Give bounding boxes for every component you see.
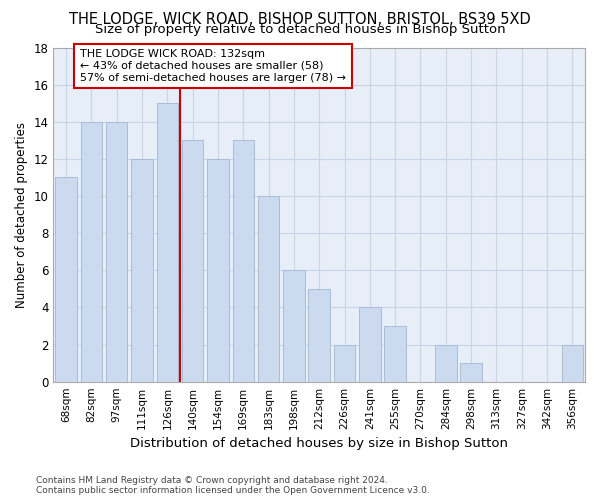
X-axis label: Distribution of detached houses by size in Bishop Sutton: Distribution of detached houses by size … — [130, 437, 508, 450]
Text: THE LODGE, WICK ROAD, BISHOP SUTTON, BRISTOL, BS39 5XD: THE LODGE, WICK ROAD, BISHOP SUTTON, BRI… — [69, 12, 531, 28]
Bar — [182, 140, 203, 382]
Bar — [435, 344, 457, 382]
Bar — [562, 344, 583, 382]
Bar — [334, 344, 355, 382]
Bar — [233, 140, 254, 382]
Bar — [131, 159, 153, 382]
Bar — [106, 122, 127, 382]
Bar — [55, 178, 77, 382]
Bar — [258, 196, 280, 382]
Text: THE LODGE WICK ROAD: 132sqm
← 43% of detached houses are smaller (58)
57% of sem: THE LODGE WICK ROAD: 132sqm ← 43% of det… — [80, 50, 346, 82]
Bar — [385, 326, 406, 382]
Bar — [359, 308, 380, 382]
Text: Contains HM Land Registry data © Crown copyright and database right 2024.
Contai: Contains HM Land Registry data © Crown c… — [36, 476, 430, 495]
Bar — [460, 363, 482, 382]
Bar — [207, 159, 229, 382]
Bar — [283, 270, 305, 382]
Bar — [80, 122, 102, 382]
Bar — [308, 289, 330, 382]
Bar — [157, 103, 178, 382]
Text: Size of property relative to detached houses in Bishop Sutton: Size of property relative to detached ho… — [95, 22, 505, 36]
Y-axis label: Number of detached properties: Number of detached properties — [15, 122, 28, 308]
